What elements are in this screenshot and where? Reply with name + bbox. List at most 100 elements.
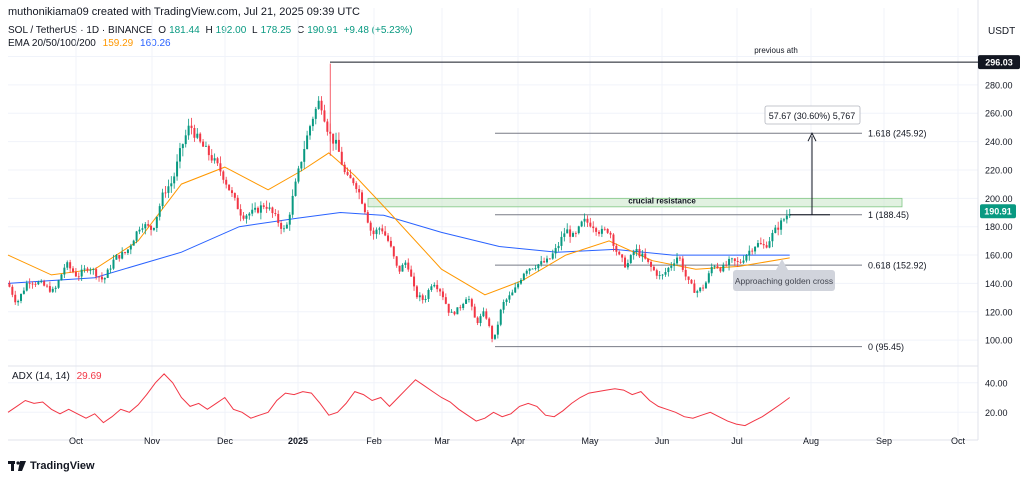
ath-price-badge-label: 296.03 [985, 58, 1013, 68]
candle-body [465, 299, 468, 304]
candle-body [491, 326, 494, 339]
candle-body [644, 253, 647, 259]
time-tick-label: Apr [511, 436, 525, 446]
candle-body [332, 133, 335, 144]
symbol-name[interactable]: SOL / TetherUS · 1D · BINANCE [8, 25, 153, 36]
candle-body [216, 158, 219, 164]
candle-body [751, 250, 754, 252]
measure-label-box[interactable] [764, 105, 861, 125]
candle-body [476, 317, 479, 324]
candle-body [46, 285, 49, 287]
candle-body [340, 151, 343, 165]
candle-body [444, 297, 447, 304]
candle-body [389, 240, 392, 247]
candle-body [213, 158, 216, 161]
candle-body [681, 258, 684, 270]
candle-body [577, 226, 580, 234]
candle-body [242, 215, 245, 219]
ema-value-2: 160.26 [140, 38, 171, 49]
candle-body [511, 292, 514, 296]
candle-body [363, 203, 366, 213]
candle-body [612, 234, 615, 246]
candle-body [528, 268, 531, 271]
low-value: 178.25 [260, 25, 292, 36]
candle-body [381, 228, 384, 232]
candle-body [335, 139, 338, 144]
candle-body [135, 231, 138, 241]
fib-line-0618-label: 0.618 (152.92) [868, 261, 927, 271]
time-tick-label: Oct [69, 436, 84, 446]
candle-body [785, 215, 788, 220]
candle-body [54, 287, 57, 289]
time-tick-label: Aug [803, 436, 819, 446]
candle-body [297, 168, 300, 182]
candle-body [742, 260, 745, 263]
candle-body [580, 221, 583, 227]
candle-body [245, 215, 248, 219]
candle-body [765, 245, 768, 248]
candle-body [40, 281, 43, 283]
golden-cross-box[interactable] [733, 270, 835, 291]
candle-body [413, 276, 416, 287]
candle-body [667, 267, 670, 273]
chart-header: muthonikiama09 created with TradingView.… [8, 6, 360, 18]
candle-body [309, 126, 312, 136]
candle-body [424, 298, 427, 300]
adx-tick-label: 40.00 [985, 378, 1008, 388]
candle-body [676, 257, 679, 264]
candle-body [95, 269, 98, 277]
candle-body [98, 276, 101, 278]
resistance-box[interactable] [367, 197, 903, 208]
adx-value: 29.69 [76, 371, 102, 382]
candle-body [545, 258, 548, 263]
candle-body [418, 295, 421, 298]
candle-body [730, 258, 733, 260]
candle-body [138, 229, 141, 232]
last-price-badge[interactable] [980, 204, 1016, 219]
candle-body [355, 183, 358, 190]
candle-body [496, 324, 499, 335]
candle-body [282, 228, 285, 230]
candle-body [144, 224, 147, 229]
price-tick-label: 200.00 [985, 194, 1013, 204]
time-tick-label: Jul [731, 436, 743, 446]
candle-body [277, 213, 280, 224]
candle-body [274, 213, 277, 214]
candle-body [427, 289, 430, 299]
candle-body [626, 263, 629, 268]
candle-body [638, 248, 641, 257]
candle-body [228, 184, 231, 191]
time-tick-label: Nov [144, 436, 161, 446]
candle-body [349, 174, 352, 179]
candle-body [502, 302, 505, 310]
candle-body [540, 261, 543, 265]
candle-body [236, 197, 239, 210]
golden-cross-label: Approaching golden cross [735, 276, 833, 286]
candle-body [441, 291, 444, 298]
candle-body [716, 266, 719, 268]
candle-body [589, 222, 592, 227]
candle-body [433, 284, 436, 287]
open-value: 181.44 [169, 25, 200, 36]
candle-body [103, 277, 106, 280]
ath-price-badge[interactable] [978, 55, 1020, 70]
candle-body [670, 265, 673, 268]
currency-label: USDT [988, 26, 1016, 37]
price-tick-label: 180.00 [985, 222, 1013, 232]
candle-body [326, 121, 329, 132]
adx-line [7, 373, 790, 427]
high-value: 192.00 [215, 25, 247, 36]
candle-body [462, 303, 465, 309]
candle-body [505, 299, 508, 303]
ema-legend[interactable]: EMA 20/50/100/200 159.29 160.26 [8, 38, 175, 49]
candle-body [346, 172, 349, 175]
ema-label: EMA 20/50/100/200 [8, 38, 96, 49]
time-tick-label: Jun [655, 436, 670, 446]
candle-body [678, 257, 681, 259]
candle-body [121, 252, 124, 259]
adx-legend[interactable]: ADX (14, 14) 29.69 [12, 371, 106, 382]
candle-body [254, 207, 257, 210]
candle-body [650, 261, 653, 267]
